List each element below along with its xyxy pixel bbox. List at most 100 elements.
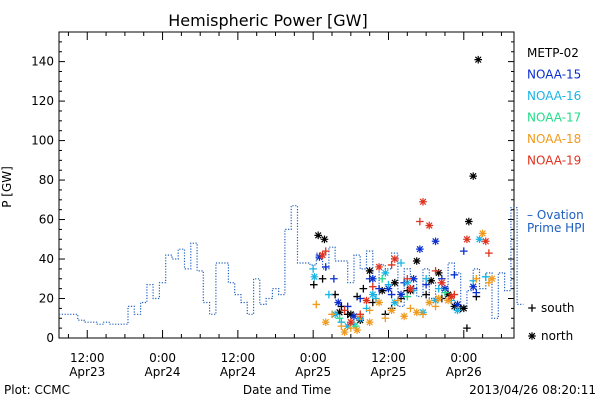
metp-02-north-point <box>378 286 387 295</box>
noaa-18-south-point <box>485 278 493 287</box>
noaa-15-north-point <box>469 282 478 291</box>
metp-02-north-point <box>427 276 435 285</box>
y-tick-label: 100 <box>31 134 54 148</box>
metp-02-north-point <box>469 172 478 180</box>
noaa-16-south-point <box>325 290 333 299</box>
legend: METP-02 NOAA-15 NOAA-16 NOAA-17 NOAA-18 NOAA-… <box>527 46 581 343</box>
legend-north-label: north <box>541 329 573 343</box>
noaa-19-south-point <box>431 267 440 275</box>
legend-north-marker <box>528 332 536 340</box>
y-axis-label: P [GW] <box>0 166 14 208</box>
noaa-15-south-point <box>375 284 383 293</box>
noaa-15-north-point <box>368 274 377 283</box>
noaa-19-south-point <box>368 282 377 291</box>
noaa-18-north-point <box>321 318 330 327</box>
noaa-16-north-point <box>381 269 390 277</box>
noaa-18-north-point <box>478 229 487 238</box>
x-tick-label-date: Apr26 <box>446 365 482 379</box>
noaa-16-north-point <box>310 273 319 281</box>
y-tick-label: 20 <box>39 292 54 306</box>
ovation-label-line2: Prime HPI <box>527 221 585 235</box>
noaa-19-south-point <box>356 310 365 319</box>
noaa-17-south-point <box>378 274 387 283</box>
metp-02-north-point <box>450 302 459 311</box>
noaa-18-south-point <box>394 296 402 305</box>
noaa-16-south-point <box>309 265 317 273</box>
noaa-19-north-point <box>347 318 355 327</box>
noaa-19-north-point <box>463 235 471 244</box>
noaa-16-north-point <box>343 322 352 330</box>
noaa-18-north-point <box>375 298 383 307</box>
metp-02-north-point <box>320 235 329 244</box>
plot-area <box>58 31 515 339</box>
noaa-19-north-point <box>318 251 327 259</box>
noaa-15-north-point <box>334 298 343 307</box>
noaa-18-south-point <box>472 274 481 283</box>
noaa-18-south-point <box>419 310 427 319</box>
ovation-hpi-line <box>59 205 524 325</box>
noaa-19-north-point <box>438 278 446 287</box>
noaa-15-south-point <box>459 247 468 255</box>
metp-02-south-point <box>318 274 327 283</box>
metp-02-south-point <box>359 284 368 293</box>
noaa-18-north-point <box>353 326 361 334</box>
ovation-series <box>59 205 524 325</box>
x-tick-label-time: 12:00 <box>371 351 406 365</box>
footer-right: 2013/04/26 08:20:11 <box>469 383 596 397</box>
metp-02-north-point <box>390 278 399 287</box>
noaa-19-south-point <box>403 274 412 283</box>
noaa-19-south-point <box>321 247 330 255</box>
x-tick-label-time: 0:00 <box>450 351 477 365</box>
metp-02-south-point <box>310 280 318 289</box>
metp-02-north-point <box>444 290 452 299</box>
x-axis-label: Date and Time <box>243 383 331 397</box>
noaa-15-north-point <box>315 253 324 261</box>
x-tick-label-date: Apr23 <box>69 365 105 379</box>
metp-02-north-point <box>314 231 322 240</box>
noaa-17-south-point <box>441 288 449 297</box>
noaa-17-south-point <box>403 292 412 301</box>
x-tick-label-date: Apr25 <box>370 365 406 379</box>
noaa-16-north-point <box>453 306 462 315</box>
noaa-19-north-point <box>419 197 427 206</box>
y-tick-label: 80 <box>39 173 54 187</box>
noaa-18-north-point <box>412 308 421 317</box>
noaa-16-north-point <box>403 278 412 287</box>
noaa-18-south-point <box>406 304 415 313</box>
ovation-label-line1: – Ovation <box>527 208 584 222</box>
legend-noaa-18: NOAA-18 <box>527 132 581 146</box>
noaa-18-north-point <box>434 294 443 303</box>
y-tick-label: 0 <box>46 331 54 345</box>
metp-02-south-point <box>463 324 471 332</box>
noaa-18-north-point <box>425 298 434 307</box>
metp-02-south-point <box>422 290 430 299</box>
y-tick-label: 40 <box>39 252 54 266</box>
legend-noaa-15: NOAA-15 <box>527 68 581 82</box>
noaa-19-south-point <box>387 261 396 269</box>
noaa-16-south-point <box>481 273 490 281</box>
noaa-15-south-point <box>356 294 365 303</box>
y-tick-label: 120 <box>31 94 54 108</box>
noaa-15-north-point <box>453 300 462 309</box>
noaa-19-north-point <box>481 237 490 246</box>
noaa-19-north-point <box>447 292 456 301</box>
footer-left: Plot: CCMC <box>4 383 70 397</box>
noaa-19-north-point <box>425 221 434 230</box>
noaa-19-north-point <box>406 284 415 293</box>
x-tick-label-time: 12:00 <box>221 351 256 365</box>
x-tick-label-date: Apr24 <box>145 365 181 379</box>
noaa-18-north-point <box>365 318 374 327</box>
noaa-16-south-point <box>422 274 430 283</box>
noaa-18-south-point <box>365 306 374 315</box>
legend-noaa-16: NOAA-16 <box>527 89 581 103</box>
noaa-15-north-point <box>416 245 424 253</box>
noaa-19-south-point <box>485 249 493 257</box>
x-axis: 12:00Apr230:00Apr2412:00Apr240:00Apr2512… <box>67 32 502 379</box>
noaa-18-north-point <box>444 296 452 305</box>
noaa-18-north-point <box>387 306 396 315</box>
x-tick-label-time: 0:00 <box>149 351 176 365</box>
y-tick-label: 60 <box>39 213 54 227</box>
noaa-19-north-point <box>390 255 399 263</box>
metp-02-north-point <box>335 308 344 317</box>
noaa-19-south-point <box>340 306 349 315</box>
